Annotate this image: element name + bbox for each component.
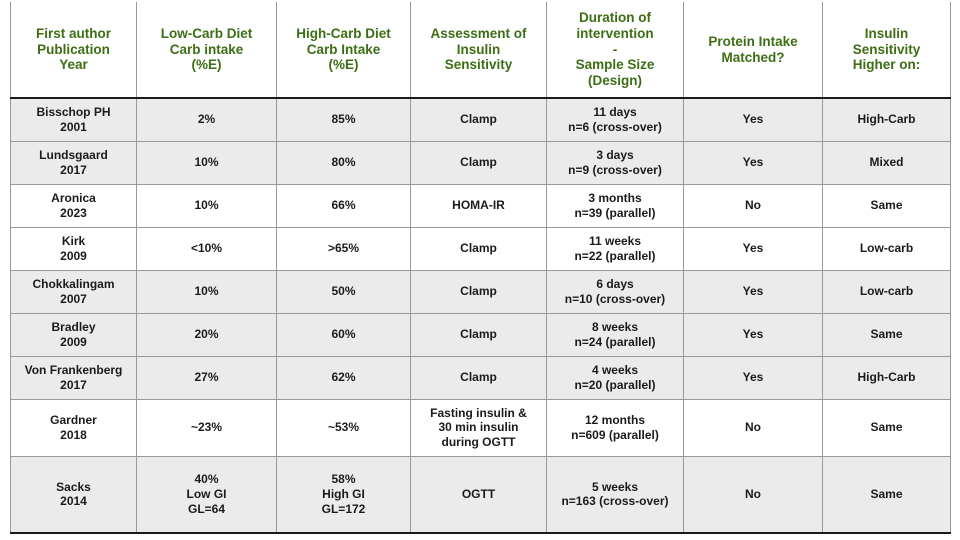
- table-header: First author Publication Year Low-Carb D…: [10, 2, 951, 99]
- table-cell: HOMA-IR: [410, 183, 547, 228]
- table-cell: Clamp: [410, 312, 547, 357]
- column-header-lowcarb: Low-Carb Diet Carb intake (%E): [136, 2, 277, 99]
- table-cell: Lundsgaard 2017: [10, 140, 137, 185]
- table-cell: High-Carb: [822, 97, 951, 142]
- column-header-duration: Duration of intervention - Sample Size (…: [546, 2, 684, 99]
- table-cell: 85%: [276, 97, 411, 142]
- table-body: Bisschop PH 2001 2% 85% Clamp 11 days n=…: [10, 97, 951, 534]
- table-row: Kirk 2009 <10% >65% Clamp 11 weeks n=22 …: [10, 226, 951, 271]
- table-cell: Mixed: [822, 140, 951, 185]
- table-cell: Fasting insulin & 30 min insulin during …: [410, 398, 547, 457]
- table-cell: Bradley 2009: [10, 312, 137, 357]
- table-cell: 11 days n=6 (cross-over): [546, 97, 684, 142]
- table-cell: Kirk 2009: [10, 226, 137, 271]
- table-cell: Yes: [683, 97, 823, 142]
- table-cell: Gardner 2018: [10, 398, 137, 457]
- table-row: Bisschop PH 2001 2% 85% Clamp 11 days n=…: [10, 97, 951, 142]
- table-cell: 4 weeks n=20 (parallel): [546, 355, 684, 400]
- table-cell: Clamp: [410, 355, 547, 400]
- table-cell: ~53%: [276, 398, 411, 457]
- studies-table: First author Publication Year Low-Carb D…: [10, 2, 951, 534]
- table-cell: Same: [822, 312, 951, 357]
- table-cell: 50%: [276, 269, 411, 314]
- table-cell: 20%: [136, 312, 277, 357]
- table-cell: 5 weeks n=163 (cross-over): [546, 455, 684, 534]
- table-cell: 2%: [136, 97, 277, 142]
- table-cell: Clamp: [410, 140, 547, 185]
- table-cell: Aronica 2023: [10, 183, 137, 228]
- table-cell: Chokkalingam 2007: [10, 269, 137, 314]
- table-row: Chokkalingam 2007 10% 50% Clamp 6 days n…: [10, 269, 951, 314]
- table-cell: 10%: [136, 183, 277, 228]
- table-cell: 80%: [276, 140, 411, 185]
- table-row: Lundsgaard 2017 10% 80% Clamp 3 days n=9…: [10, 140, 951, 185]
- table-cell: 3 days n=9 (cross-over): [546, 140, 684, 185]
- table-cell: Yes: [683, 140, 823, 185]
- table-cell: Same: [822, 398, 951, 457]
- table-cell: 40% Low GI GL=64: [136, 455, 277, 534]
- column-header-highcarb: High-Carb Diet Carb Intake (%E): [276, 2, 411, 99]
- table-cell: Bisschop PH 2001: [10, 97, 137, 142]
- table-row: Von Frankenberg 2017 27% 62% Clamp 4 wee…: [10, 355, 951, 400]
- table-row: Bradley 2009 20% 60% Clamp 8 weeks n=24 …: [10, 312, 951, 357]
- table-cell: Clamp: [410, 226, 547, 271]
- table-cell: 6 days n=10 (cross-over): [546, 269, 684, 314]
- table-cell: Yes: [683, 312, 823, 357]
- table-cell: Low-carb: [822, 226, 951, 271]
- table-cell: Clamp: [410, 97, 547, 142]
- table-cell: No: [683, 455, 823, 534]
- table-cell: No: [683, 183, 823, 228]
- table-cell: 62%: [276, 355, 411, 400]
- table-cell: Yes: [683, 355, 823, 400]
- table-cell: 66%: [276, 183, 411, 228]
- table-cell: OGTT: [410, 455, 547, 534]
- table-cell: 10%: [136, 269, 277, 314]
- table-cell: 27%: [136, 355, 277, 400]
- table-row: Aronica 2023 10% 66% HOMA-IR 3 months n=…: [10, 183, 951, 228]
- table-cell: Yes: [683, 226, 823, 271]
- table-cell: 11 weeks n=22 (parallel): [546, 226, 684, 271]
- table-cell: 12 months n=609 (parallel): [546, 398, 684, 457]
- table-cell: 3 months n=39 (parallel): [546, 183, 684, 228]
- header-row: First author Publication Year Low-Carb D…: [10, 2, 951, 99]
- table-cell: High-Carb: [822, 355, 951, 400]
- table-cell: 10%: [136, 140, 277, 185]
- column-header-assessment: Assessment of Insulin Sensitivity: [410, 2, 547, 99]
- column-header-author: First author Publication Year: [10, 2, 137, 99]
- column-header-sensitivity: Insulin Sensitivity Higher on:: [822, 2, 951, 99]
- table-cell: 58% High GI GL=172: [276, 455, 411, 534]
- table-cell: ~23%: [136, 398, 277, 457]
- table-cell: Same: [822, 455, 951, 534]
- table-cell: Low-carb: [822, 269, 951, 314]
- table-cell: Yes: [683, 269, 823, 314]
- table-cell: Clamp: [410, 269, 547, 314]
- table-cell: 8 weeks n=24 (parallel): [546, 312, 684, 357]
- table-row: Gardner 2018 ~23% ~53% Fasting insulin &…: [10, 398, 951, 457]
- table-cell: Von Frankenberg 2017: [10, 355, 137, 400]
- table-cell: >65%: [276, 226, 411, 271]
- table-cell: No: [683, 398, 823, 457]
- table-row: Sacks 2014 40% Low GI GL=64 58% High GI …: [10, 455, 951, 534]
- column-header-protein: Protein Intake Matched?: [683, 2, 823, 99]
- table-cell: <10%: [136, 226, 277, 271]
- table-cell: 60%: [276, 312, 411, 357]
- table-cell: Same: [822, 183, 951, 228]
- table-cell: Sacks 2014: [10, 455, 137, 534]
